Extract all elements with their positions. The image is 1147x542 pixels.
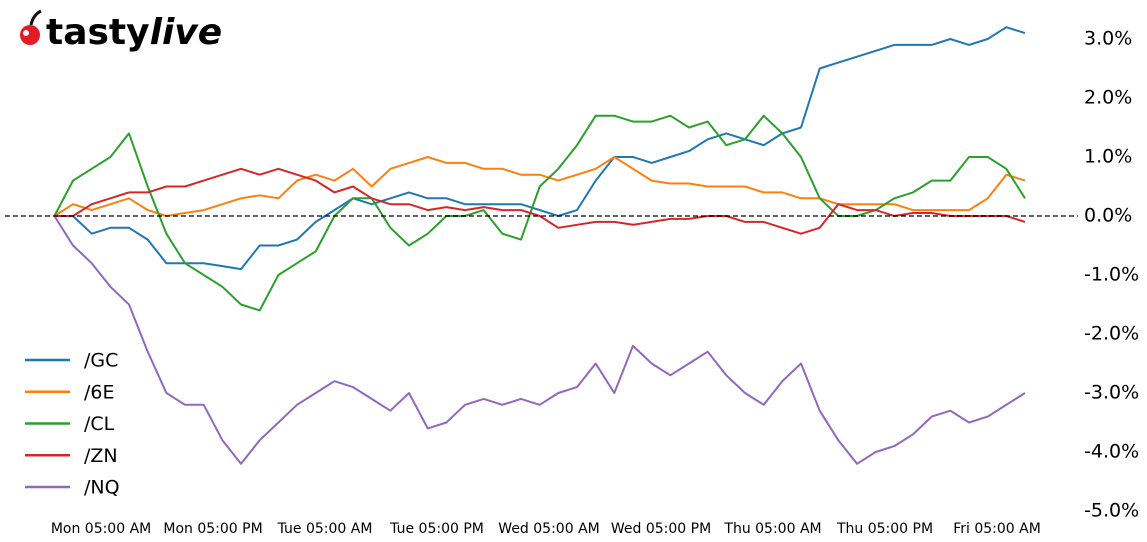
legend-label: /NQ <box>84 477 120 499</box>
logo-stem <box>29 9 42 26</box>
logo-live: live <box>150 12 223 53</box>
y-tick-label: -2.0% <box>1084 323 1139 345</box>
y-tick-label: 3.0% <box>1084 28 1132 50</box>
x-tick-label: Wed 05:00 AM <box>498 521 599 537</box>
logo-text: tastylive <box>46 12 222 53</box>
y-tick-label: 2.0% <box>1084 87 1132 109</box>
logo-cherry-shine <box>23 30 29 36</box>
y-tick-label: -4.0% <box>1084 441 1139 463</box>
series-line <box>54 167 1026 235</box>
x-tick-label: Thu 05:00 PM <box>836 521 933 537</box>
series-line <box>53 114 1026 312</box>
x-tick-label: Tue 05:00 AM <box>277 521 373 537</box>
logo-cherry <box>20 25 40 45</box>
series-line <box>53 156 1026 217</box>
series-line <box>53 215 1026 465</box>
y-tick-label: 1.0% <box>1084 146 1132 168</box>
y-tick-label: 0.0% <box>1084 205 1132 227</box>
x-tick-label: Wed 05:00 PM <box>611 521 711 537</box>
logo-tasty: tasty <box>46 12 150 53</box>
x-tick-label: Thu 05:00 AM <box>723 521 821 537</box>
y-tick-label: -3.0% <box>1084 382 1139 404</box>
x-tick-label: Tue 05:00 PM <box>389 521 484 537</box>
legend-label: /6E <box>84 381 115 403</box>
y-tick-label: -5.0% <box>1084 500 1139 522</box>
legend-label: /GC <box>84 350 118 372</box>
legend-label: /ZN <box>84 445 118 467</box>
legend: /GC/6E/CL/ZN/NQ <box>25 350 120 499</box>
y-tick-label: -1.0% <box>1084 264 1139 286</box>
legend-label: /CL <box>84 413 115 435</box>
logo: tastylive <box>20 9 222 53</box>
x-tick-label: Mon 05:00 PM <box>163 521 262 537</box>
x-tick-label: Fri 05:00 AM <box>953 521 1041 537</box>
series-line <box>54 26 1026 271</box>
x-tick-label: Mon 05:00 AM <box>51 521 151 537</box>
